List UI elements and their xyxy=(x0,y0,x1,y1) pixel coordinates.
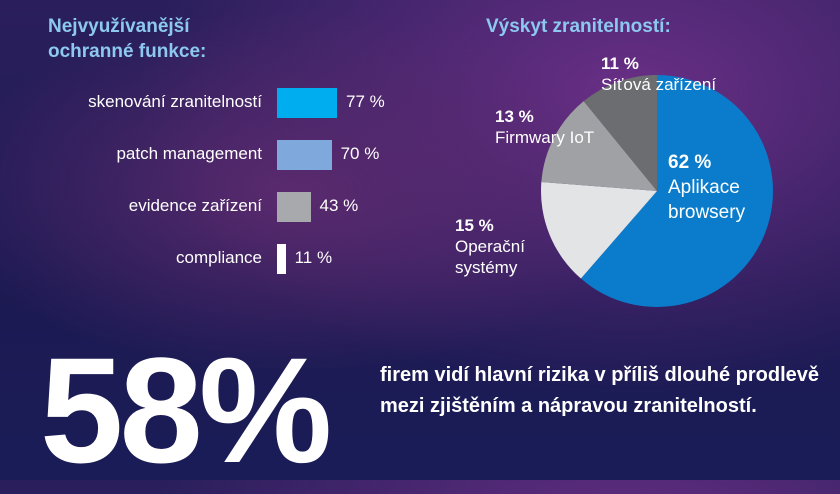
bar-value-label: 43 % xyxy=(319,196,359,215)
pie-value-label: 62 % xyxy=(668,152,712,173)
bar-category-label: skenování zranitelností xyxy=(88,92,262,111)
pie-category-label: Síťová zařízení xyxy=(601,75,717,94)
bar-category-label: patch management xyxy=(116,144,262,163)
pie-value-label: 11 % xyxy=(601,54,639,73)
pie-slice xyxy=(580,75,773,308)
pie-slice xyxy=(541,101,657,191)
pie-slice xyxy=(540,181,657,279)
pie-value-label: 15 % xyxy=(455,216,494,235)
pie-chart-title: Výskyt zranitelností: xyxy=(486,16,671,37)
bar xyxy=(277,192,311,222)
pie-category-label: Aplikace browsery xyxy=(668,177,746,223)
bar-value-label: 11 % xyxy=(294,248,333,267)
pie-slice xyxy=(583,75,657,191)
stat-text: firem vidí hlavní rizika v příliš dlouhé… xyxy=(380,364,820,417)
bar-chart-title: Nejvyužívanější ochranné funkce: xyxy=(48,16,207,62)
bar xyxy=(277,88,338,118)
pie-value-label: 13 % xyxy=(495,107,534,126)
stat-value: 58% xyxy=(40,326,332,494)
bar-category-label: compliance xyxy=(176,248,262,267)
bar xyxy=(277,244,286,274)
bar-value-label: 77 % xyxy=(346,92,385,111)
pie-category-label: Operační systémy xyxy=(455,237,525,277)
pie-category-label: Firmwary IoT xyxy=(495,128,595,147)
bar-category-label: evidence zařízení xyxy=(128,196,262,215)
bar-value-label: 70 % xyxy=(340,144,380,163)
bar xyxy=(277,140,332,170)
pie-chart xyxy=(540,75,773,308)
